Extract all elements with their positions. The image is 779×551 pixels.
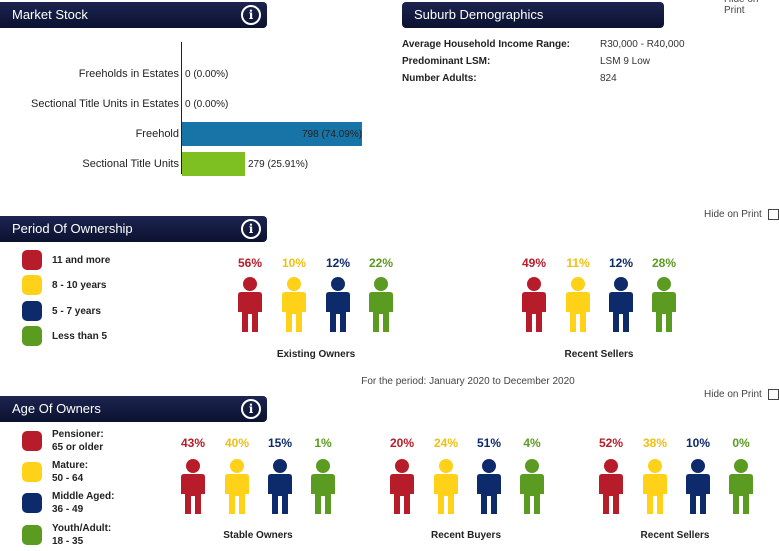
age-title: Age Of Owners xyxy=(12,401,101,416)
person-icon xyxy=(609,277,633,332)
hide-on-print-label: Hide on Print xyxy=(704,209,762,220)
person-icon xyxy=(520,459,544,514)
pct-sellers-2: 11% xyxy=(566,256,590,270)
ms-value-freeholds-estates: 0 (0.00%) xyxy=(185,69,229,80)
market-stock-header: Market Stock i xyxy=(0,2,267,28)
lsm-value: LSM 9 Low xyxy=(600,56,651,67)
info-icon[interactable]: i xyxy=(241,5,261,25)
ownership-legend-4: Less than 5 xyxy=(22,326,107,346)
ms-label-sectional: Sectional Title Units xyxy=(82,158,179,170)
age-legend-2: Mature: 50 - 64 xyxy=(22,459,88,485)
person-icon xyxy=(599,459,623,514)
pct-buyers-4: 4% xyxy=(523,436,541,450)
pct-existing-1: 56% xyxy=(237,256,263,270)
person-icon xyxy=(282,277,306,332)
ownership-title: Period Of Ownership xyxy=(12,221,133,236)
person-icon xyxy=(652,277,676,332)
pct-stable-4: 1% xyxy=(314,436,332,450)
ms-label-freehold: Freehold xyxy=(135,128,179,140)
ms-value-freehold: 798 (74.09%) xyxy=(302,129,363,140)
pct-buyers-1: 20% xyxy=(389,436,415,450)
person-icon xyxy=(566,277,590,332)
pct-existing-2: 10% xyxy=(281,256,307,270)
hide-on-print-label: Hide on Print xyxy=(704,389,762,400)
person-icon xyxy=(390,459,414,514)
person-icon xyxy=(238,277,262,332)
pct-sellers-3: 12% xyxy=(608,256,634,270)
adults-value: 824 xyxy=(600,73,617,84)
ms-value-sectional-estates: 0 (0.00%) xyxy=(185,99,229,110)
person-icon xyxy=(522,277,546,332)
ownership-legend-3: 5 - 7 years xyxy=(22,301,101,321)
pct-existing-4: 22% xyxy=(368,256,394,270)
adults-key: Number Adults: xyxy=(402,73,477,84)
info-icon[interactable]: i xyxy=(241,399,261,419)
pct-stable-2: 40% xyxy=(224,436,250,450)
group-label-stable-owners: Stable Owners xyxy=(223,530,293,541)
person-icon xyxy=(181,459,205,514)
person-icon xyxy=(643,459,667,514)
person-icon xyxy=(729,459,753,514)
ownership-legend-1: 11 and more xyxy=(22,250,110,270)
person-icon xyxy=(477,459,501,514)
hide-on-print-ownership[interactable]: Hide on Print xyxy=(704,209,779,220)
age-legend-1: Pensioner: 65 or older xyxy=(22,428,104,454)
yellow-swatch-icon xyxy=(22,275,42,295)
group-label-existing-owners: Existing Owners xyxy=(276,349,356,360)
person-icon xyxy=(369,277,393,332)
pct-sellers-4: 28% xyxy=(651,256,677,270)
income-value: R30,000 - R40,000 xyxy=(600,39,685,50)
hide-on-print-checkbox[interactable] xyxy=(767,389,779,400)
demographics-title: Suburb Demographics xyxy=(414,7,544,22)
market-stock-title: Market Stock xyxy=(12,7,88,22)
person-icon xyxy=(434,459,458,514)
person-icon xyxy=(326,277,350,332)
pct-stable-3: 15% xyxy=(267,436,293,450)
hide-on-print-age[interactable]: Hide on Print xyxy=(704,389,779,400)
navy-swatch-icon xyxy=(22,493,42,513)
pct-stable-1: 43% xyxy=(180,436,206,450)
red-swatch-icon xyxy=(22,431,42,451)
ms-label-sectional-estates: Sectional Title Units in Estates xyxy=(31,98,179,110)
red-swatch-icon xyxy=(22,250,42,270)
ms-label-freeholds-estates: Freeholds in Estates xyxy=(78,68,179,80)
pct-buyers-3: 51% xyxy=(476,436,502,450)
pct-age-sellers-4: 0% xyxy=(732,436,750,450)
ms-bar-sectional xyxy=(182,152,245,176)
ms-bar-freehold xyxy=(182,122,362,146)
ms-axis xyxy=(181,42,182,174)
green-swatch-icon xyxy=(22,525,42,545)
lsm-key: Predominant LSM: xyxy=(402,56,491,67)
person-icon xyxy=(311,459,335,514)
pct-buyers-2: 24% xyxy=(433,436,459,450)
green-swatch-icon xyxy=(22,326,42,346)
period-text: For the period: January 2020 to December… xyxy=(361,376,575,387)
info-icon[interactable]: i xyxy=(241,219,261,239)
pct-age-sellers-3: 10% xyxy=(685,436,711,450)
person-icon xyxy=(225,459,249,514)
group-label-recent-buyers: Recent Buyers xyxy=(430,530,502,541)
group-label-recent-sellers: Recent Sellers xyxy=(564,349,634,360)
pct-age-sellers-2: 38% xyxy=(642,436,668,450)
age-legend-3: Middle Aged: 36 - 49 xyxy=(22,490,114,516)
yellow-swatch-icon xyxy=(22,462,42,482)
pct-age-sellers-1: 52% xyxy=(598,436,624,450)
ownership-legend-2: 8 - 10 years xyxy=(22,275,107,295)
age-legend-4: Youth/Adult: 18 - 35 xyxy=(22,522,111,548)
navy-swatch-icon xyxy=(22,301,42,321)
group-label-age-recent-sellers: Recent Sellers xyxy=(640,530,710,541)
demographics-header: Suburb Demographics xyxy=(402,2,664,28)
ms-value-sectional: 279 (25.91%) xyxy=(248,159,309,170)
person-icon xyxy=(686,459,710,514)
income-key: Average Household Income Range: xyxy=(402,39,570,50)
pct-existing-3: 12% xyxy=(325,256,351,270)
age-header: Age Of Owners i xyxy=(0,396,267,422)
hide-on-print-checkbox[interactable] xyxy=(767,209,779,220)
hide-on-print-demographics[interactable]: Hide on Print xyxy=(724,0,779,16)
person-icon xyxy=(268,459,292,514)
hide-on-print-label: Hide on Print xyxy=(724,0,758,16)
pct-sellers-1: 49% xyxy=(521,256,547,270)
ownership-header: Period Of Ownership i xyxy=(0,216,267,242)
